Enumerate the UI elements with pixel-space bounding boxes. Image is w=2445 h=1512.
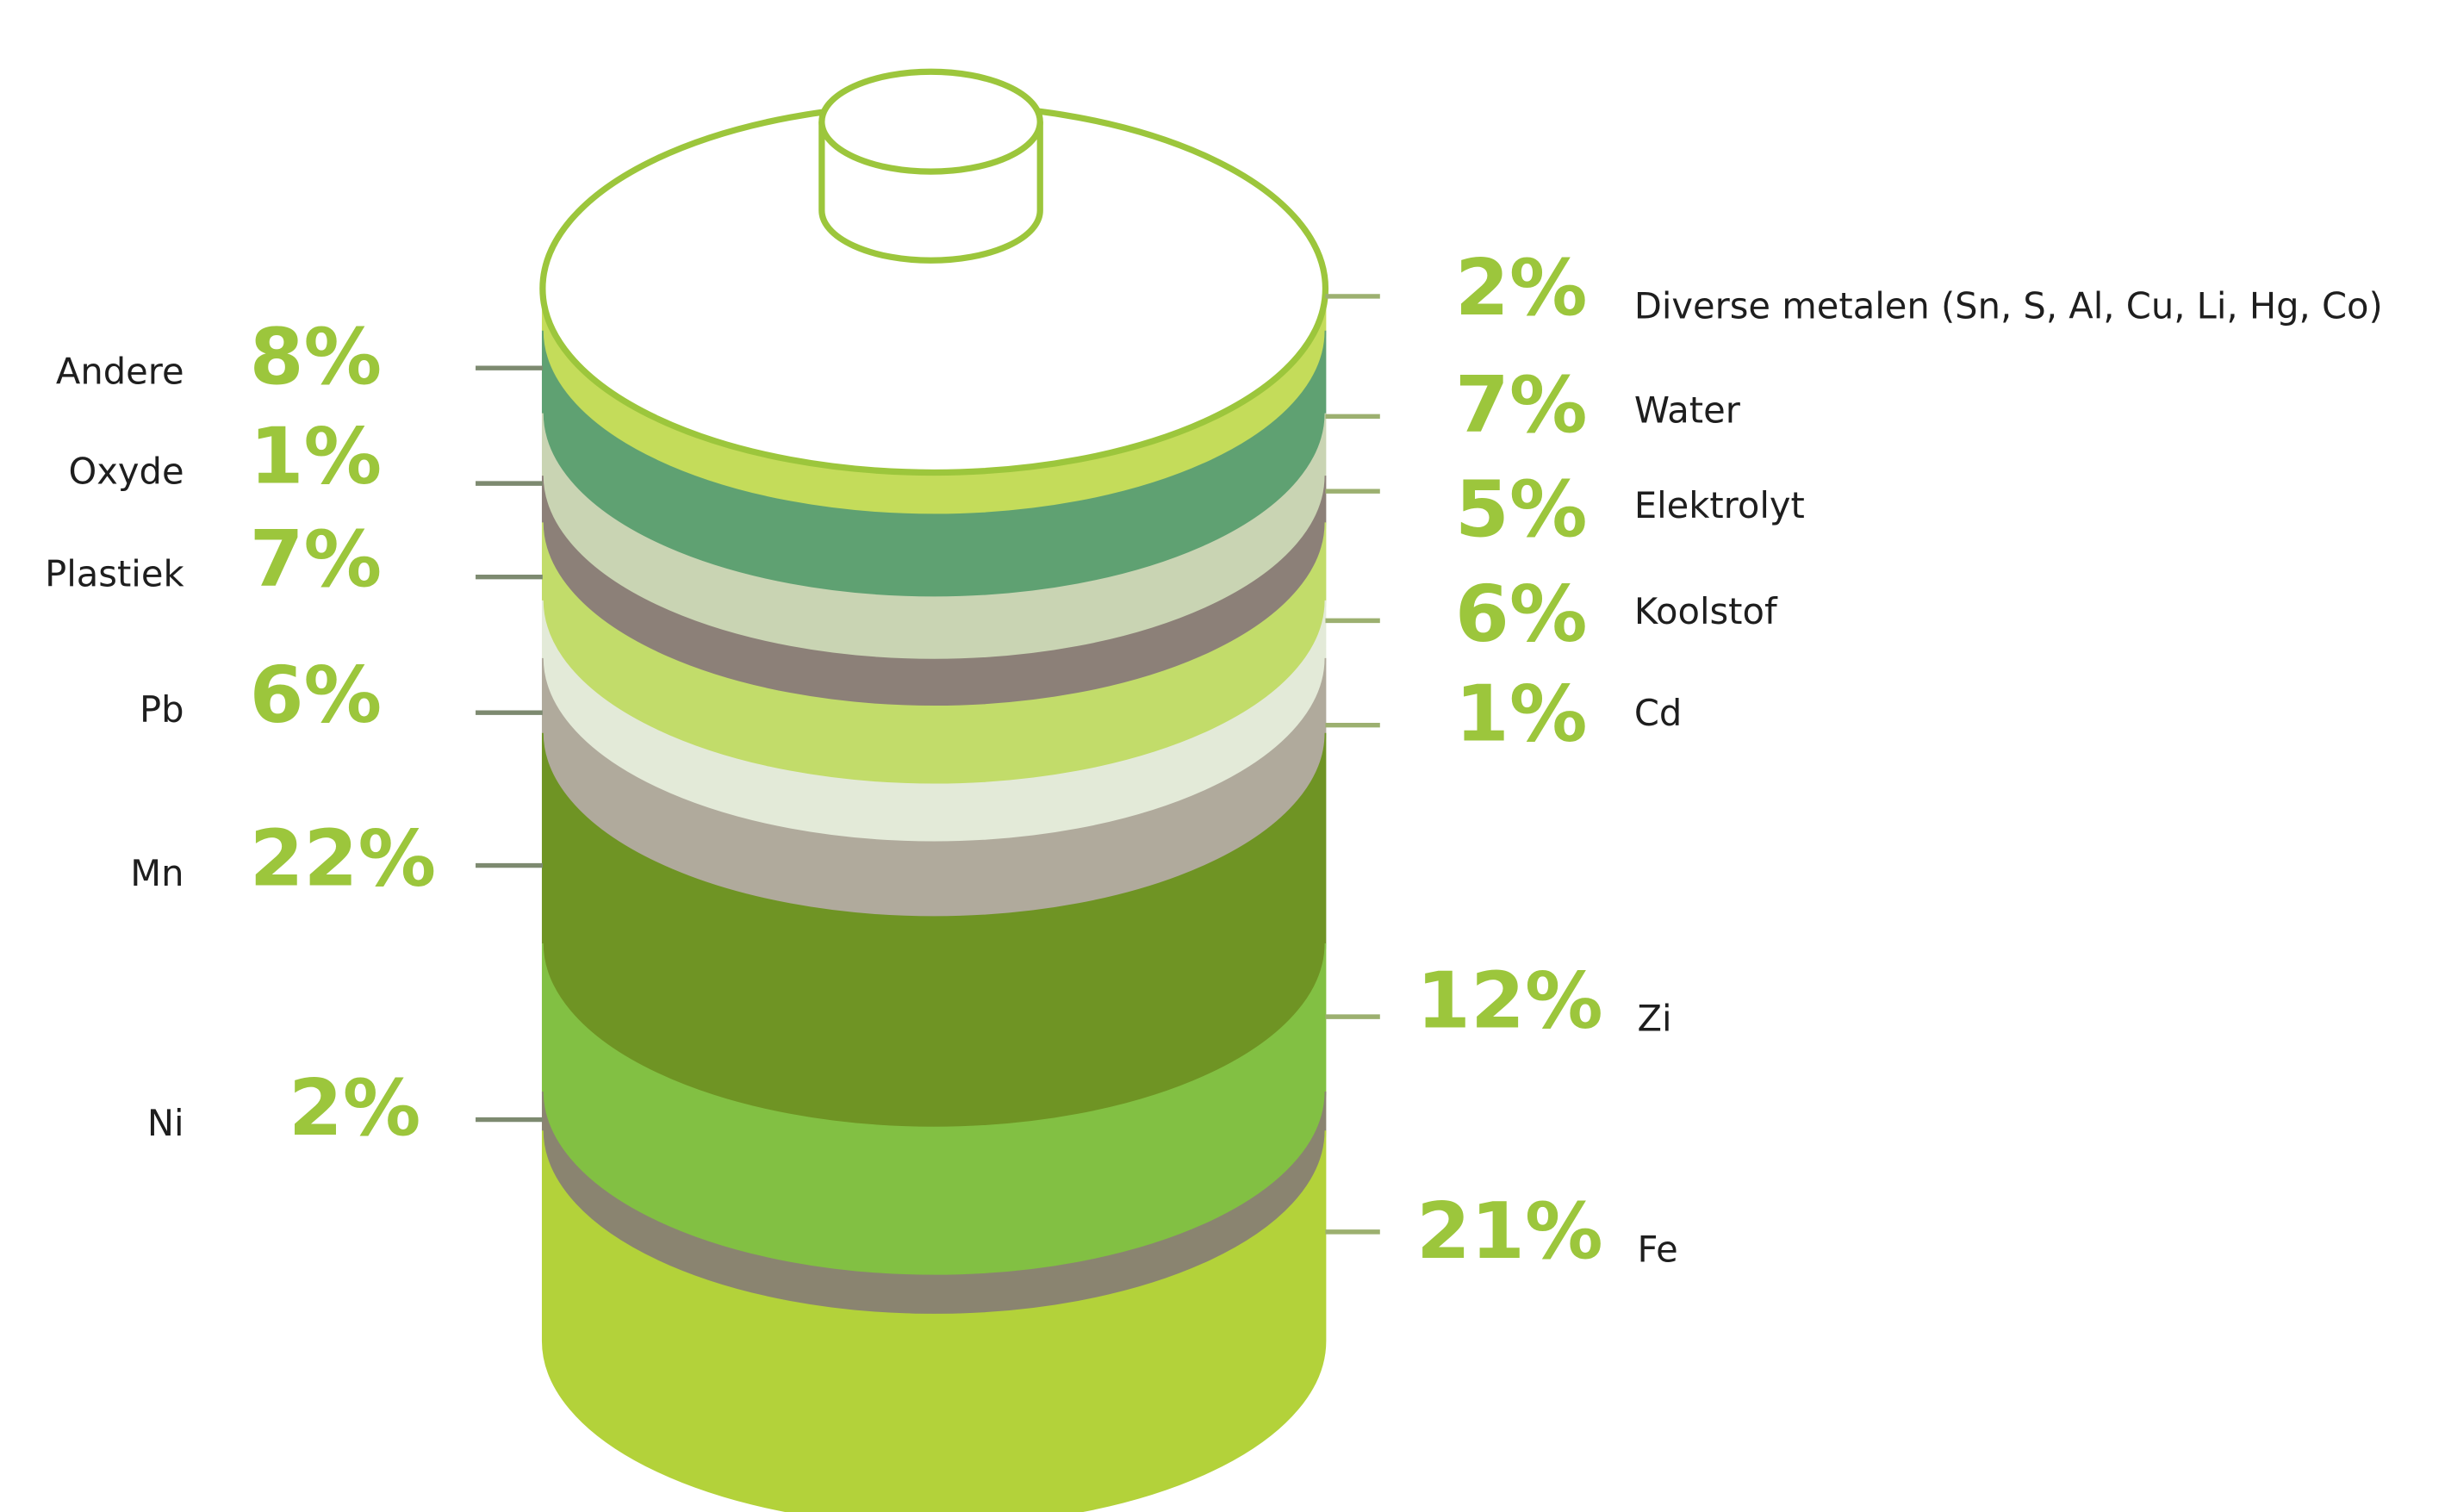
component-label: Zi xyxy=(1637,998,1671,1040)
component-share: 7% xyxy=(250,514,383,605)
component-share: 8% xyxy=(250,312,383,402)
labels: Andere 8% Oxyde 1% Plastiek 7% Pb 6% Mn 22% Ni 2% 2%… xyxy=(45,243,2383,1277)
component-share: 6% xyxy=(1455,569,1588,659)
component-share: 1% xyxy=(250,412,383,502)
component-label: Elektrolyt xyxy=(1634,484,1805,526)
component-label: Oxyde xyxy=(69,450,184,492)
battery-layer xyxy=(541,1130,1327,1512)
component-share: 21% xyxy=(1416,1186,1603,1277)
component-label: Ni xyxy=(147,1102,184,1144)
battery-body xyxy=(541,288,1327,1512)
component-label: Diverse metalen (Sn, S, Al, Cu, Li, Hg, … xyxy=(1634,284,2383,327)
component-share: 6% xyxy=(250,650,383,741)
component-share: 2% xyxy=(289,1063,421,1154)
component-share: 5% xyxy=(1455,464,1588,555)
component-label: Mn xyxy=(130,852,184,894)
battery-terminal-top xyxy=(818,68,1043,175)
component-label: Andere xyxy=(56,350,184,392)
component-share: 22% xyxy=(250,814,437,905)
component-label: Cd xyxy=(1634,692,1682,734)
component-label: Koolstof xyxy=(1634,590,1778,632)
component-share: 7% xyxy=(1455,360,1588,451)
component-label: Fe xyxy=(1637,1228,1677,1270)
component-label: Water xyxy=(1634,389,1741,432)
component-label: Pb xyxy=(140,688,184,731)
component-share: 12% xyxy=(1416,955,1603,1046)
component-share: 1% xyxy=(1455,669,1588,759)
component-share: 2% xyxy=(1455,243,1588,333)
component-label: Plastiek xyxy=(45,553,184,595)
